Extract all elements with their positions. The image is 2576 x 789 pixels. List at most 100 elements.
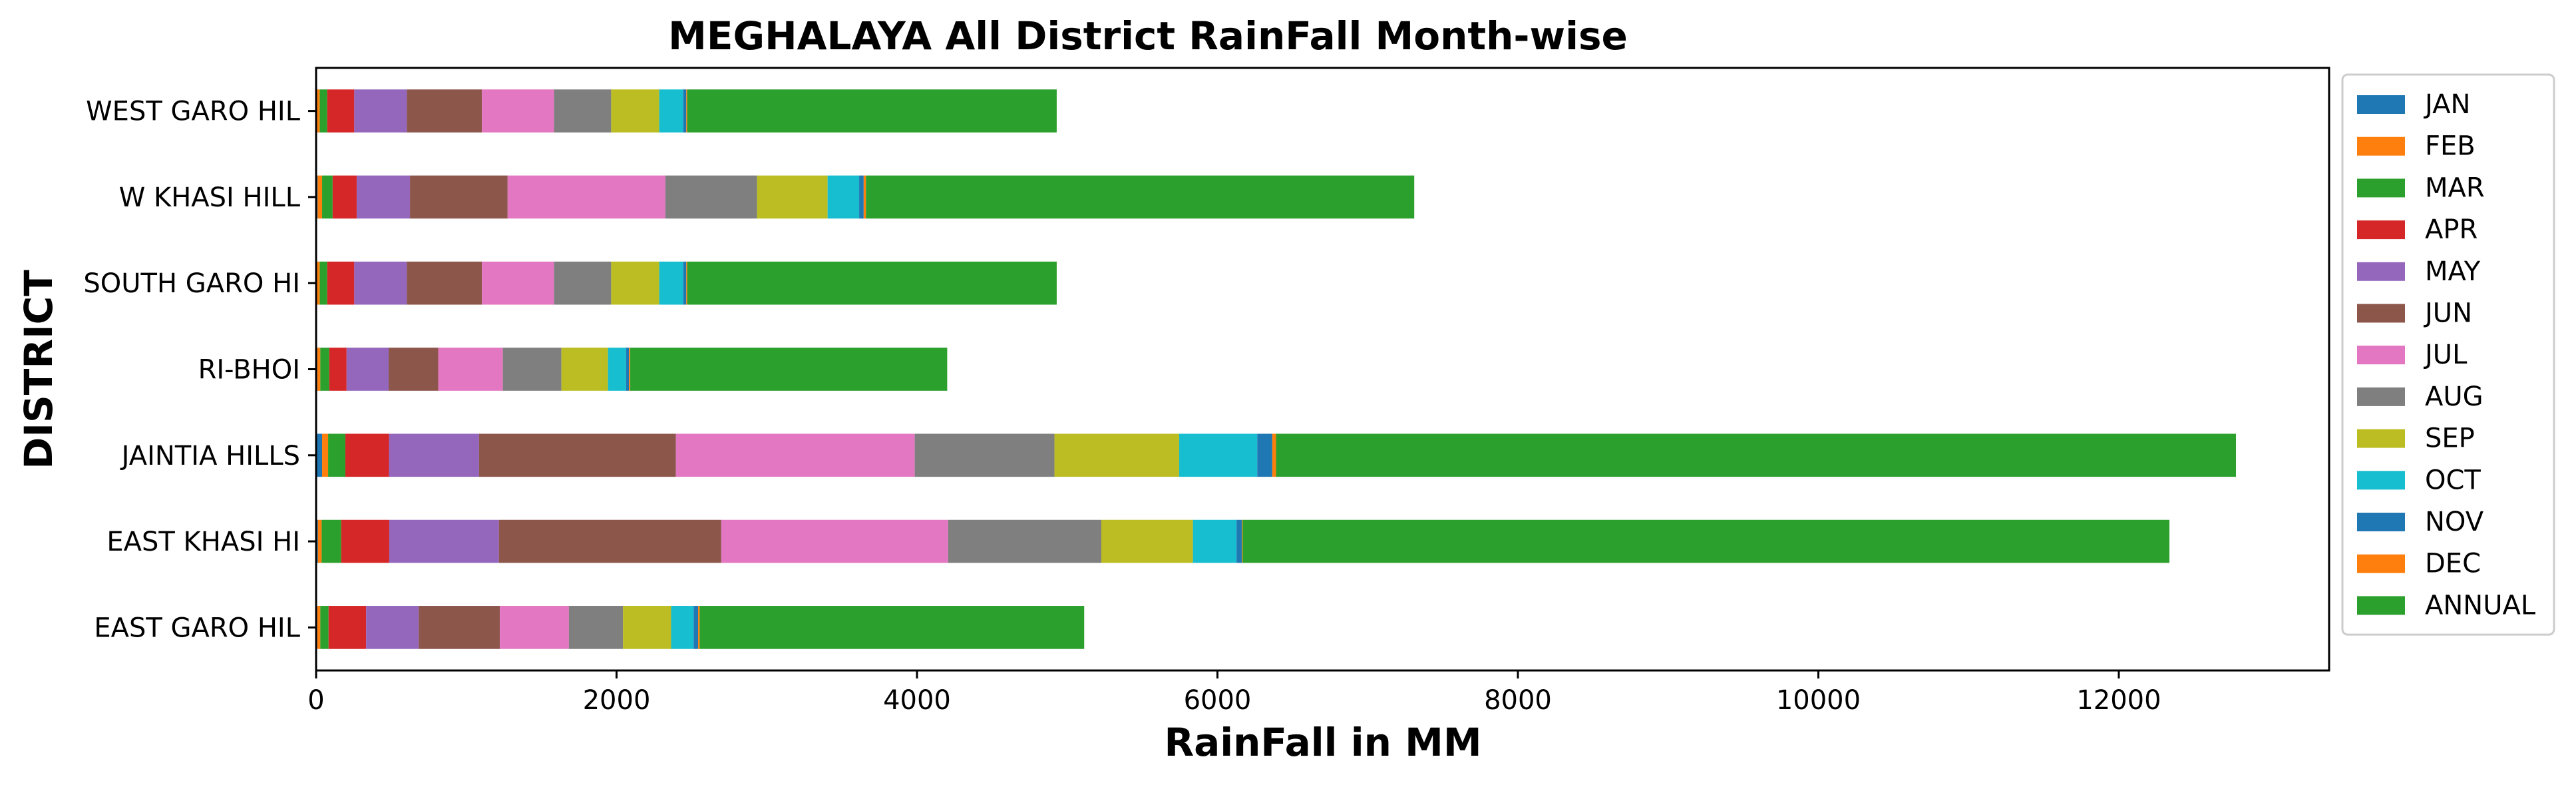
bar-segment-feb-6 — [317, 89, 320, 132]
y-tick-label: WEST GARO HIL — [86, 97, 301, 127]
bar-segment-mar-3 — [320, 348, 329, 391]
bar-segment-jun-6 — [407, 89, 482, 132]
legend-swatch-may — [2357, 262, 2405, 281]
y-tick-label: RI-BHOI — [198, 355, 300, 386]
legend-label-jan: JAN — [2423, 89, 2470, 120]
x-tick-label: 6000 — [1184, 685, 1252, 716]
bar-segment-jul-6 — [482, 89, 554, 132]
bar-segment-oct-1 — [1193, 519, 1237, 563]
bar-segment-nov-4 — [683, 261, 687, 305]
bar-segment-mar-6 — [319, 89, 327, 132]
y-axis: EAST GARO HIL EAST KHASI HI JAINTIA HILLS R… — [83, 97, 316, 643]
bar-segment-mar-5 — [322, 175, 333, 219]
bar-segment-annual-3 — [630, 348, 948, 391]
bar-segment-apr-0 — [328, 606, 367, 649]
bar-segment-sep-1 — [1101, 519, 1193, 563]
bar-segment-feb-0 — [317, 606, 321, 649]
bar-segment-sep-5 — [757, 175, 828, 219]
bar-segment-mar-2 — [328, 433, 346, 477]
chart-title: MEGHALAYA All District RainFall Month-wi… — [668, 13, 1628, 59]
bar-segment-dec-2 — [1272, 433, 1276, 477]
bar-segment-dec-4 — [686, 261, 687, 305]
bar-segment-jul-2 — [675, 433, 915, 477]
bar-segment-may-0 — [366, 606, 419, 649]
legend-label-apr: APR — [2425, 214, 2478, 245]
bar-segment-feb-5 — [317, 175, 323, 219]
legend-box — [2341, 73, 2555, 636]
bar-segment-nov-6 — [683, 89, 687, 132]
legend-label-nov: NOV — [2425, 507, 2484, 537]
bar-segment-apr-3 — [329, 348, 347, 391]
legend-swatch-annual — [2357, 596, 2405, 615]
bar-segment-dec-6 — [686, 89, 687, 132]
bar-segment-mar-4 — [319, 261, 327, 305]
bar-segment-nov-2 — [1257, 433, 1272, 477]
legend-swatch-aug — [2357, 387, 2405, 406]
bar-segment-aug-0 — [568, 606, 624, 649]
bar-segment-jun-3 — [389, 348, 439, 391]
plot-area — [316, 89, 2237, 649]
legend-swatch-dec — [2357, 554, 2405, 573]
x-tick-label: 4000 — [883, 685, 951, 716]
legend-swatch-jun — [2357, 304, 2405, 323]
bar-segment-jul-0 — [500, 606, 569, 649]
legend-label-annual: ANNUAL — [2425, 590, 2536, 621]
bar-segment-aug-2 — [914, 433, 1055, 477]
bar-segment-aug-6 — [554, 89, 612, 132]
bar-segment-jun-1 — [498, 519, 721, 563]
y-tick-label: SOUTH GARO HI — [83, 268, 300, 299]
bar-segment-oct-3 — [608, 348, 626, 391]
bar-segment-oct-2 — [1179, 433, 1258, 477]
bar-segment-jun-2 — [478, 433, 676, 477]
y-tick-label: W KHASI HILL — [119, 182, 301, 213]
bar-segment-oct-4 — [659, 261, 683, 305]
bar-segment-apr-6 — [327, 89, 355, 132]
bar-segment-nov-3 — [626, 348, 630, 391]
legend-label-oct: OCT — [2425, 465, 2481, 495]
bar-segment-dec-3 — [629, 348, 631, 391]
bar-segment-may-4 — [354, 261, 407, 305]
legend-swatch-sep — [2357, 429, 2405, 448]
bar-segment-oct-6 — [659, 89, 683, 132]
bar-segment-mar-1 — [321, 519, 341, 563]
legend-label-may: MAY — [2425, 256, 2481, 287]
x-tick-label: 12000 — [2076, 685, 2161, 716]
x-axis: 0 2000 4000 6000 8000 10000 12000 — [307, 670, 2161, 716]
legend-label-jul: JUL — [2423, 340, 2468, 370]
bar-segment-may-1 — [389, 519, 499, 563]
legend-label-dec: DEC — [2425, 549, 2481, 579]
bar-segment-annual-2 — [1276, 433, 2237, 477]
legend-label-aug: AUG — [2425, 382, 2484, 412]
legend-label-feb: FEB — [2425, 131, 2476, 162]
bar-segment-jun-5 — [410, 175, 508, 219]
bar-segment-annual-5 — [866, 175, 1415, 219]
legend-swatch-feb — [2357, 136, 2405, 156]
bar-segment-annual-0 — [699, 606, 1085, 649]
bar-segment-annual-6 — [687, 89, 1057, 132]
bar-segment-feb-2 — [322, 433, 329, 477]
legend-label-jun: JUN — [2423, 298, 2472, 329]
x-axis-label: RainFall in MM — [1164, 720, 1481, 765]
bar-segment-mar-0 — [320, 606, 329, 649]
y-tick-label: EAST KHASI HI — [106, 527, 300, 557]
bar-segment-oct-5 — [827, 175, 860, 219]
y-tick-label: JAINTIA HILLS — [120, 441, 300, 471]
legend: JAN FEB MAR APR MAY JUN JUL AUG SEP OCT NOV DEC ANNU… — [2341, 73, 2555, 636]
bar-segment-feb-3 — [317, 348, 321, 391]
x-tick-label: 2000 — [583, 685, 651, 716]
bar-segment-aug-3 — [502, 348, 562, 391]
bar-segment-aug-1 — [948, 519, 1101, 563]
bar-segment-jun-0 — [419, 606, 500, 649]
legend-swatch-jan — [2357, 95, 2405, 114]
x-tick-label: 0 — [307, 685, 324, 716]
bar-segment-jan-2 — [316, 433, 323, 477]
bar-segment-jul-4 — [482, 261, 554, 305]
legend-label-mar: MAR — [2425, 172, 2485, 203]
bar-segment-aug-5 — [665, 175, 757, 219]
bar-segment-nov-0 — [693, 606, 699, 649]
bar-segment-sep-2 — [1054, 433, 1179, 477]
bar-segment-jul-5 — [507, 175, 665, 219]
bar-segment-jun-4 — [407, 261, 482, 305]
bar-segment-feb-1 — [317, 519, 322, 563]
